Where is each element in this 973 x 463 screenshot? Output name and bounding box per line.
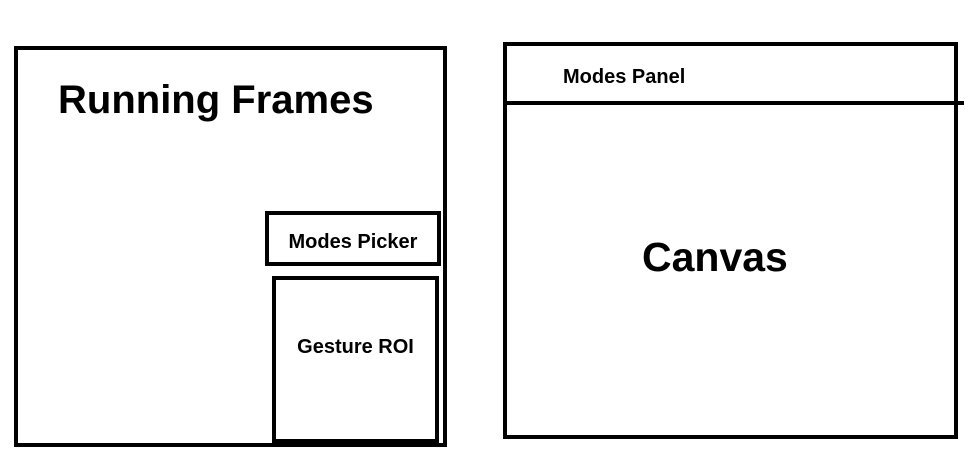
gesture-roi-box: Gesture ROI bbox=[272, 276, 439, 443]
modes-picker-box: Modes Picker bbox=[265, 211, 441, 266]
modes-picker-label: Modes Picker bbox=[288, 231, 418, 253]
modes-panel-label: Modes Panel bbox=[563, 66, 686, 88]
running-frames-title: Running Frames bbox=[58, 78, 374, 122]
gesture-roi-label: Gesture ROI bbox=[297, 336, 414, 358]
modes-panel-divider bbox=[507, 101, 964, 105]
canvas-label: Canvas bbox=[642, 234, 788, 280]
running-frames-box: Running Frames Modes Picker Gesture ROI bbox=[14, 46, 447, 447]
canvas-frame-box: Modes Panel Canvas bbox=[503, 42, 964, 439]
